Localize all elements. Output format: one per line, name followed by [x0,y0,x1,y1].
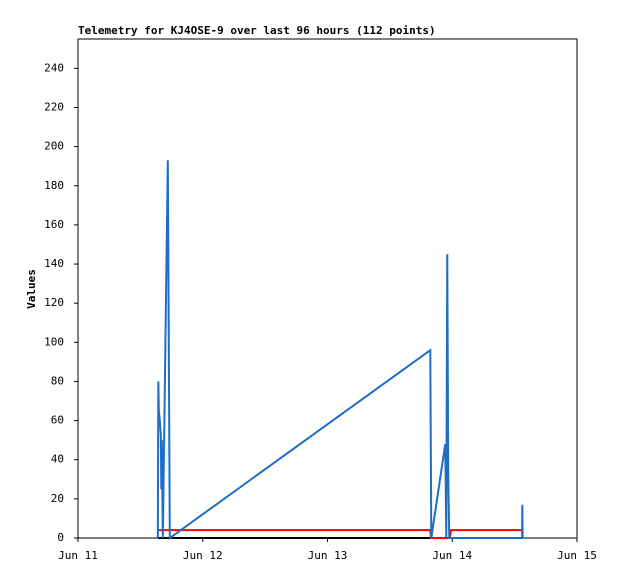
y-axis-label: Values [25,269,38,309]
y-tick-label: 220 [44,100,64,113]
y-tick-label: 200 [44,140,64,153]
y-tick-label: 160 [44,218,64,231]
y-tick-label: 20 [51,492,64,505]
series-line [156,160,524,540]
y-tick-label: 180 [44,179,64,192]
x-tick-label: Jun 13 [308,549,348,562]
y-tick-label: 240 [44,61,64,74]
x-tick-label: Jun 15 [557,549,597,562]
plot-frame [77,38,578,539]
x-tick-label: Jun 12 [183,549,223,562]
y-tick-label: 120 [44,296,64,309]
y-tick-label: 140 [44,257,64,270]
chart-title: Telemetry for KJ4OSE-9 over last 96 hour… [78,24,436,37]
x-tick-label: Jun 14 [432,549,472,562]
y-tick-label: 0 [57,531,64,544]
y-tick-label: 80 [51,374,64,387]
y-tick-label: 100 [44,335,64,348]
y-tick-label: 40 [51,453,64,466]
x-tick-label: Jun 11 [58,549,98,562]
series-line [157,529,523,539]
y-tick-label: 60 [51,414,64,427]
